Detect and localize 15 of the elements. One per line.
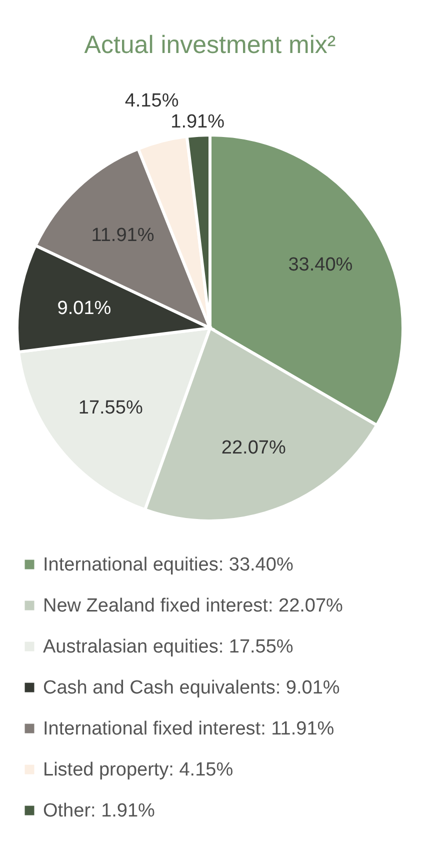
data-label: 22.07% xyxy=(221,438,286,459)
data-label: 1.91% xyxy=(170,111,225,132)
legend-label: Cash and Cash equivalents: 9.01% xyxy=(43,678,340,698)
legend-label: Listed property: 4.15% xyxy=(43,760,234,780)
legend-label: International equities: 33.40% xyxy=(43,554,294,576)
data-label: 11.91% xyxy=(91,225,154,246)
data-label: 17.55% xyxy=(78,398,143,419)
legend-label: International fixed interest: 11.91% xyxy=(43,718,334,740)
data-label: 33.40% xyxy=(288,254,353,276)
legend-label: Australasian equities: 17.55% xyxy=(43,636,294,658)
legend-label: Other: 1.91% xyxy=(43,800,156,822)
legend-label: New Zealand fixed interest: 22.07% xyxy=(43,596,344,616)
chart-title: Actual investment mix² xyxy=(84,31,336,59)
data-label: 4.15% xyxy=(124,90,179,112)
data-label: 9.01% xyxy=(57,298,112,319)
